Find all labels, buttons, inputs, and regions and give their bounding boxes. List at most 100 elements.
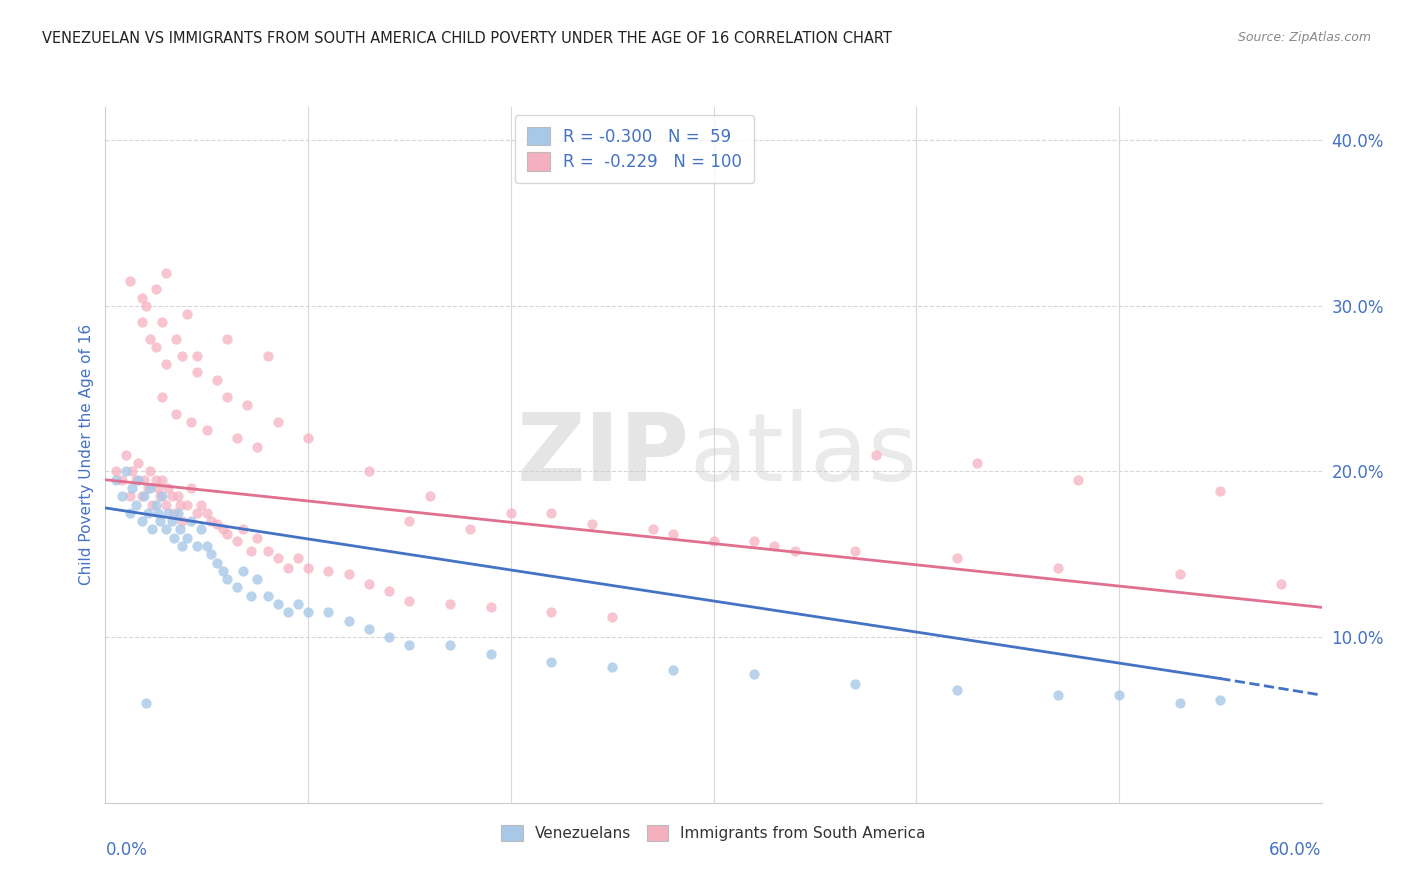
Point xyxy=(439,597,461,611)
Point xyxy=(125,473,148,487)
Point xyxy=(149,489,172,503)
Point xyxy=(200,547,222,561)
Point xyxy=(163,531,186,545)
Point xyxy=(267,415,290,429)
Point xyxy=(186,349,208,363)
Point xyxy=(217,332,239,346)
Point xyxy=(337,567,360,582)
Point xyxy=(256,349,278,363)
Point xyxy=(217,390,239,404)
Point xyxy=(256,589,278,603)
Point xyxy=(172,539,194,553)
Point xyxy=(398,639,420,653)
Point xyxy=(581,517,603,532)
Point xyxy=(145,340,167,354)
Point xyxy=(155,357,177,371)
Point xyxy=(163,506,186,520)
Point xyxy=(205,556,228,570)
Point xyxy=(172,349,194,363)
Text: atlas: atlas xyxy=(689,409,918,501)
Point xyxy=(398,593,420,607)
Point xyxy=(176,498,198,512)
Point xyxy=(217,527,239,541)
Point xyxy=(398,514,420,528)
Point xyxy=(1209,693,1232,707)
Y-axis label: Child Poverty Under the Age of 16: Child Poverty Under the Age of 16 xyxy=(79,325,94,585)
Point xyxy=(1047,560,1070,574)
Point xyxy=(139,465,162,479)
Point xyxy=(1067,473,1090,487)
Point xyxy=(277,605,299,619)
Point xyxy=(318,564,340,578)
Point xyxy=(141,498,163,512)
Point xyxy=(1209,484,1232,499)
Point xyxy=(742,666,765,681)
Text: ZIP: ZIP xyxy=(516,409,689,501)
Point xyxy=(136,506,159,520)
Point xyxy=(267,597,290,611)
Point xyxy=(149,514,172,528)
Point xyxy=(145,473,167,487)
Point xyxy=(135,697,157,711)
Point xyxy=(540,605,562,619)
Point xyxy=(297,605,319,619)
Point xyxy=(662,663,685,677)
Point xyxy=(131,291,153,305)
Point xyxy=(127,456,149,470)
Point xyxy=(439,639,461,653)
Point xyxy=(157,506,180,520)
Point xyxy=(139,332,162,346)
Point xyxy=(186,506,208,520)
Point xyxy=(162,514,184,528)
Point xyxy=(131,514,153,528)
Point xyxy=(1168,567,1191,582)
Point xyxy=(357,622,380,636)
Point xyxy=(212,523,235,537)
Point xyxy=(167,489,190,503)
Point xyxy=(246,572,269,586)
Point xyxy=(180,481,202,495)
Point xyxy=(232,523,254,537)
Point xyxy=(155,523,177,537)
Point xyxy=(190,523,212,537)
Point xyxy=(378,630,401,644)
Point xyxy=(662,527,685,541)
Point xyxy=(200,514,222,528)
Point xyxy=(136,481,159,495)
Point xyxy=(1270,577,1292,591)
Point xyxy=(318,605,340,619)
Point xyxy=(172,514,194,528)
Point xyxy=(176,531,198,545)
Point xyxy=(155,266,177,280)
Point xyxy=(357,577,380,591)
Point xyxy=(180,514,202,528)
Point xyxy=(865,448,887,462)
Point xyxy=(966,456,988,470)
Point xyxy=(139,481,162,495)
Point xyxy=(121,465,143,479)
Point xyxy=(167,506,190,520)
Point xyxy=(132,489,155,503)
Point xyxy=(277,560,299,574)
Point xyxy=(479,600,502,615)
Point xyxy=(267,550,290,565)
Point xyxy=(165,407,187,421)
Point xyxy=(162,489,184,503)
Point xyxy=(217,572,239,586)
Point xyxy=(297,431,319,445)
Text: 0.0%: 0.0% xyxy=(105,841,148,859)
Point xyxy=(118,506,141,520)
Point xyxy=(121,481,143,495)
Point xyxy=(131,489,153,503)
Point xyxy=(165,332,187,346)
Text: Source: ZipAtlas.com: Source: ZipAtlas.com xyxy=(1237,31,1371,45)
Point xyxy=(763,539,786,553)
Point xyxy=(195,423,218,437)
Point xyxy=(458,523,481,537)
Point xyxy=(114,448,136,462)
Point xyxy=(287,597,309,611)
Point xyxy=(357,465,380,479)
Point xyxy=(499,506,522,520)
Point xyxy=(125,498,148,512)
Point xyxy=(131,315,153,329)
